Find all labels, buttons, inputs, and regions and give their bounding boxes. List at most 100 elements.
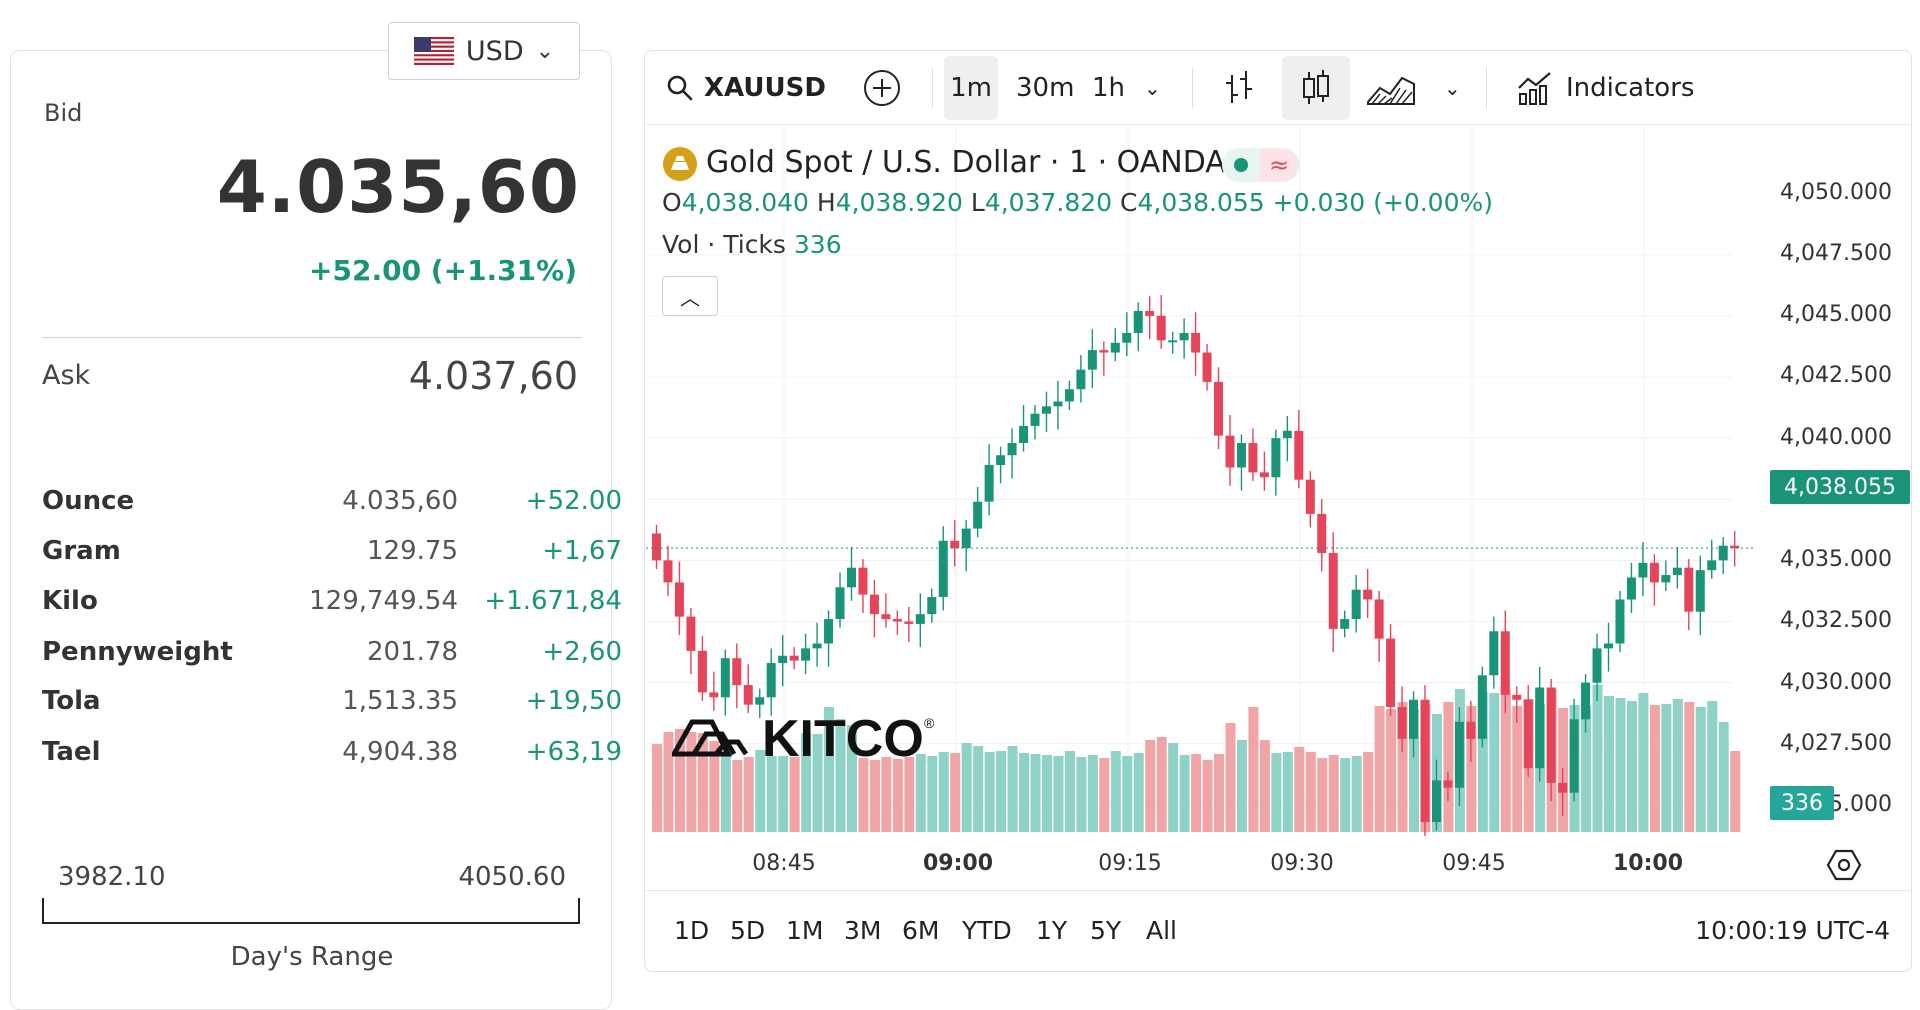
range-3m[interactable]: 3M — [844, 916, 882, 945]
candle-body — [1672, 567, 1682, 576]
candle-body — [835, 587, 845, 620]
bars-style-button[interactable] — [1222, 52, 1256, 124]
volume-bar — [1351, 756, 1362, 832]
divider — [646, 890, 1910, 891]
chevron-up-icon: ︿ — [680, 285, 700, 310]
area-style-button[interactable] — [1366, 52, 1416, 124]
range-1m[interactable]: 1M — [786, 916, 824, 945]
day-range-bar — [42, 898, 580, 924]
candle-body — [1454, 721, 1464, 788]
range-all[interactable]: All — [1146, 916, 1177, 945]
unit-price: 4.035,60 — [342, 486, 458, 516]
unit-row-kilo: Kilo 129,749.54 +1.671,84 — [42, 586, 622, 626]
chart-panel — [644, 50, 1912, 972]
volume-bar — [1236, 740, 1247, 832]
candle-body — [1259, 472, 1269, 478]
symbol-search[interactable]: XAUUSD — [666, 52, 826, 124]
candle-body — [720, 658, 730, 698]
volume-bar — [1271, 753, 1282, 832]
candle-body — [1225, 435, 1235, 468]
candle-body — [1305, 479, 1315, 514]
price-chart[interactable] — [646, 124, 1756, 836]
candle-body — [1041, 406, 1051, 414]
compare-button[interactable] — [862, 52, 902, 124]
volume-bar — [1477, 692, 1488, 832]
candle-body — [1730, 545, 1740, 549]
candlestick-icon — [1303, 70, 1329, 104]
range-5d[interactable]: 5D — [730, 916, 766, 945]
chevron-down-icon: ⌄ — [535, 38, 555, 64]
candle-body — [1202, 352, 1212, 382]
high-value: 4,038.920 — [835, 188, 963, 217]
volume-label: Vol · Ticks — [662, 230, 786, 259]
price-axis-label: 4,035.000 — [1780, 547, 1892, 572]
indicators-button[interactable]: Indicators — [1516, 52, 1694, 124]
interval-1h[interactable]: 1h — [1092, 73, 1126, 103]
candle-body — [697, 650, 707, 693]
price-axis-label: 4,027.500 — [1780, 731, 1892, 756]
candle-body — [846, 567, 856, 588]
volume-bar — [1340, 758, 1351, 832]
volume-bar — [1007, 746, 1018, 832]
candles — [652, 295, 1740, 836]
volume-bar — [1168, 743, 1179, 832]
volume-bar — [652, 744, 662, 832]
volume-bar — [1684, 702, 1695, 832]
volume-bar — [1500, 689, 1511, 832]
volume-bar — [732, 760, 743, 832]
candle-body — [1649, 562, 1659, 583]
range-ytd[interactable]: YTD — [962, 916, 1012, 945]
volume-bar — [904, 757, 915, 832]
candle-body — [1661, 575, 1671, 583]
currency-dropdown[interactable]: USD ⌄ — [388, 22, 580, 80]
ohlc-bars-icon — [1226, 71, 1252, 103]
candle-body — [1168, 340, 1178, 343]
candle-body — [1512, 694, 1522, 700]
volume-bar — [1202, 760, 1213, 832]
unit-row-pennyweight: Pennyweight 201.78 +2,60 — [42, 637, 622, 677]
market-status-badge[interactable]: ≈ — [1222, 148, 1300, 182]
indicators-icon — [1518, 72, 1551, 105]
volume-bar — [1030, 754, 1041, 832]
volume-bar — [1305, 752, 1316, 832]
volume-bar — [835, 719, 846, 832]
volume-bar — [1489, 693, 1500, 832]
chart-toolbar: XAUUSD 1m 30m 1h ⌄ — [646, 52, 1910, 125]
candle-body — [1638, 562, 1648, 578]
chart-settings-icon[interactable] — [1826, 848, 1862, 882]
day-range-low: 3982.10 — [58, 862, 166, 892]
volume-bar — [1122, 756, 1133, 832]
candle-body — [812, 643, 822, 649]
candle-body — [1145, 310, 1155, 316]
time-axis-label: 09:30 — [1270, 851, 1334, 876]
indicators-label: Indicators — [1566, 73, 1695, 103]
volume-bar — [1282, 752, 1293, 832]
interval-1m[interactable]: 1m — [944, 56, 998, 120]
candle-body — [1076, 369, 1086, 390]
candles-style-button[interactable] — [1282, 56, 1350, 120]
volume-bar — [1145, 740, 1156, 832]
unit-name: Gram — [42, 536, 121, 566]
candle-body — [1489, 631, 1499, 676]
volume-bar — [1443, 702, 1454, 832]
price-axis-label: 4,042.500 — [1780, 363, 1892, 388]
range-6m[interactable]: 6M — [902, 916, 940, 945]
volume-bar — [720, 755, 731, 832]
range-1y[interactable]: 1Y — [1036, 916, 1068, 945]
range-1d[interactable]: 1D — [674, 916, 710, 945]
price-axis-label: 4,050.000 — [1780, 180, 1892, 205]
time-axis-label: 09:00 — [922, 851, 994, 876]
candle-body — [789, 655, 799, 661]
candle-body — [801, 648, 811, 661]
candle-body — [996, 455, 1006, 466]
candle-body — [1214, 381, 1224, 436]
volume-bar — [984, 752, 995, 832]
volume-bar — [869, 760, 880, 832]
range-5y[interactable]: 5Y — [1090, 916, 1122, 945]
interval-dropdown-chevron-icon[interactable]: ⌄ — [1144, 76, 1161, 100]
collapse-legend-button[interactable]: ︿ — [662, 276, 718, 316]
candle-body — [1581, 682, 1591, 720]
chart-type-chevron-icon[interactable]: ⌄ — [1444, 76, 1461, 100]
candle-body — [1443, 780, 1453, 788]
interval-30m[interactable]: 30m — [1016, 73, 1075, 103]
